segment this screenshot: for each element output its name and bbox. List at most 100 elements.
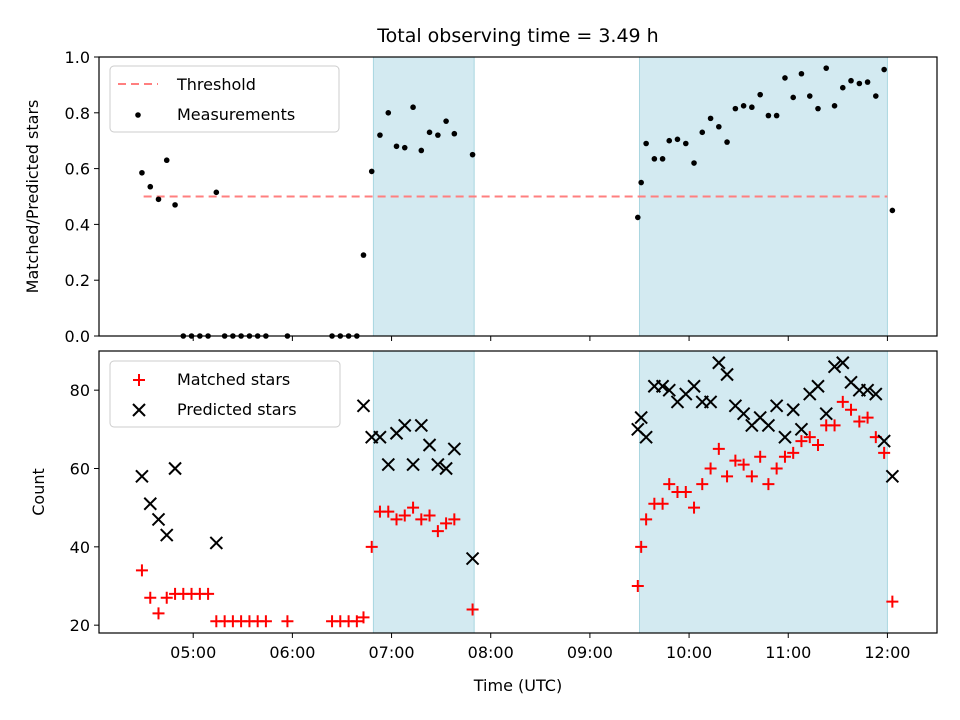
measurement-point	[691, 160, 697, 166]
measurement-point	[172, 202, 178, 208]
predicted-stars-series	[135, 356, 900, 566]
matched-star-point	[350, 615, 363, 628]
measurement-point	[385, 110, 392, 116]
measurement-point	[163, 157, 170, 164]
y-tick-label: 60	[70, 460, 90, 479]
measurement-point	[418, 147, 425, 154]
bottom-y-axis-label: Count	[29, 468, 48, 516]
matched-star-point	[861, 411, 874, 424]
measurement-point	[707, 115, 714, 122]
predicted-star-point	[827, 359, 842, 374]
measurements-series	[139, 65, 896, 339]
top-panel: 0.0 0.2 0.4 0.6 0.8 1.0 Matched/Predicted sta…	[23, 48, 938, 346]
predicted-star-point	[778, 430, 792, 444]
figure-title: Total observing time = 3.49 h	[376, 25, 658, 47]
measurement-point	[393, 143, 400, 150]
measurement-point	[740, 103, 747, 109]
matched-star-point	[878, 446, 891, 459]
measurement-point	[839, 84, 846, 91]
matched-star-point	[712, 442, 725, 455]
predicted-star-point	[720, 367, 734, 382]
matched-star-point	[431, 525, 444, 538]
predicted-star-point	[639, 430, 653, 444]
matched-star-point	[382, 505, 395, 518]
predicted-star-point	[819, 406, 833, 421]
matched-star-point	[398, 509, 411, 522]
matched-star-point	[795, 435, 808, 448]
matched-star-point	[696, 478, 709, 491]
x-tick-label: 10:00	[666, 643, 712, 662]
y-tick-label: 40	[70, 538, 90, 557]
predicted-star-point	[687, 379, 701, 393]
measurement-point	[757, 91, 763, 98]
predicted-star-point	[794, 422, 809, 437]
x-tick-label: 11:00	[765, 643, 811, 662]
measurement-point	[873, 93, 879, 99]
measurement-point	[848, 77, 854, 84]
predicted-star-point	[135, 469, 149, 484]
predicted-star-point	[703, 395, 718, 409]
predicted-star-point	[634, 410, 648, 425]
measurement-point	[155, 196, 162, 203]
measurement-point	[674, 136, 681, 143]
measurement-point	[790, 94, 797, 101]
measurement-point	[451, 130, 458, 137]
matched-star-point	[721, 470, 734, 483]
matched-star-point	[778, 450, 791, 463]
matched-star-point	[828, 419, 841, 432]
predicted-star-point	[712, 356, 726, 370]
matched-star-point	[679, 486, 692, 498]
x-tick-label: 12:00	[864, 643, 910, 662]
measurement-point	[716, 123, 722, 130]
legend-measurements-label: Measurements	[177, 105, 295, 124]
matched-star-point	[762, 478, 775, 491]
legend-threshold-label: Threshold	[176, 75, 256, 94]
predicted-star-point	[398, 418, 412, 433]
matched-star-point	[390, 513, 403, 526]
top-legend: Threshold Measurements	[109, 65, 340, 133]
measurement-point	[831, 103, 838, 109]
measurement-point	[732, 105, 739, 112]
matched-star-point	[415, 513, 428, 526]
predicted-star-point	[209, 536, 224, 550]
predicted-star-point	[160, 528, 174, 542]
matched-star-point	[787, 446, 800, 459]
matched-star-point	[635, 540, 648, 553]
measurement-point	[782, 75, 788, 81]
predicted-star-point	[431, 457, 445, 472]
legend-predicted-label: Predicted stars	[177, 400, 297, 419]
predicted-star-point	[143, 497, 157, 511]
predicted-star-point	[811, 379, 825, 393]
predicted-star-point	[373, 430, 387, 444]
measurement-point	[724, 139, 730, 145]
predicted-star-point	[381, 457, 395, 472]
predicted-star-point	[414, 418, 429, 433]
top-y-ticks: 0.0 0.2 0.4 0.6 0.8 1.0	[65, 48, 99, 346]
legend-matched-label: Matched stars	[177, 370, 290, 389]
predicted-star-point	[662, 383, 676, 397]
matched-stars-series	[135, 395, 899, 628]
predicted-star-point	[786, 403, 800, 417]
matched-star-point	[663, 478, 676, 491]
matched-star-point	[144, 591, 157, 604]
measurement-point	[410, 104, 416, 111]
predicted-star-point	[869, 387, 883, 401]
predicted-star-point	[447, 442, 462, 456]
matched-star-point	[640, 513, 653, 526]
matched-star-point	[259, 615, 272, 628]
legend-matched-swatch	[133, 374, 145, 386]
measurement-point	[634, 214, 641, 221]
top-x-ticks	[192, 336, 888, 341]
predicted-star-point	[422, 438, 437, 452]
predicted-star-point	[439, 461, 453, 476]
measurement-point	[659, 156, 666, 162]
matched-star-point	[737, 458, 750, 471]
predicted-star-point	[406, 457, 420, 472]
matched-star-point	[836, 395, 849, 408]
x-tick-label: 08:00	[468, 643, 514, 662]
measurement-point	[881, 66, 887, 73]
measurement-point	[638, 179, 644, 186]
matched-star-point	[281, 615, 294, 628]
measurement-point	[435, 132, 441, 138]
